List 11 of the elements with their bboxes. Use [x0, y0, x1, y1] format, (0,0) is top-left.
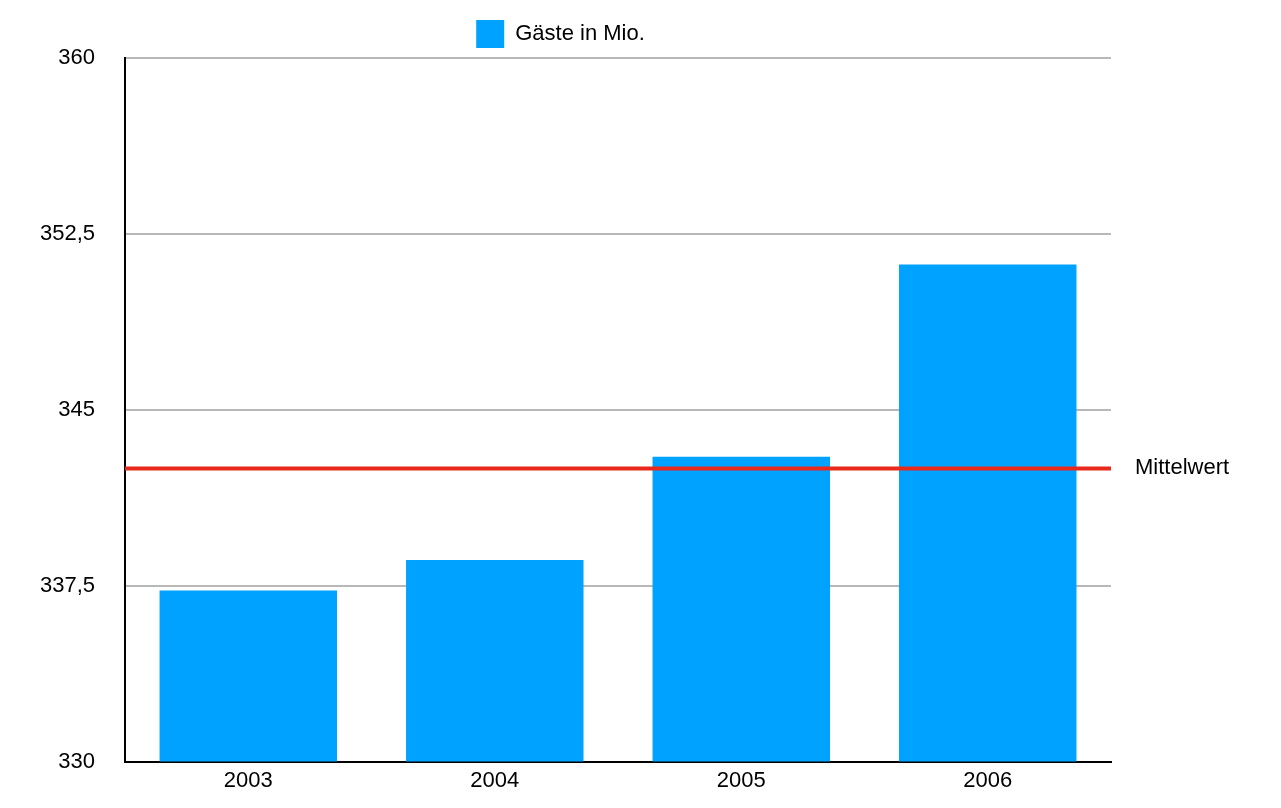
legend-label: Gäste in Mio.: [515, 20, 645, 46]
y-tick-label: 330: [58, 747, 96, 773]
y-tick-label: 360: [58, 44, 96, 70]
x-tick-label: 2006: [963, 766, 1013, 792]
ref-line-label: Mittelwert: [1135, 454, 1230, 480]
y-tick-label: 345: [58, 395, 96, 421]
x-tick-label: 2003: [223, 766, 273, 792]
x-tick-label: 2004: [470, 766, 520, 792]
x-tick-label: 2005: [716, 766, 766, 792]
y-tick-label: 337,5: [39, 571, 96, 597]
y-tick-label: 352,5: [39, 219, 96, 245]
